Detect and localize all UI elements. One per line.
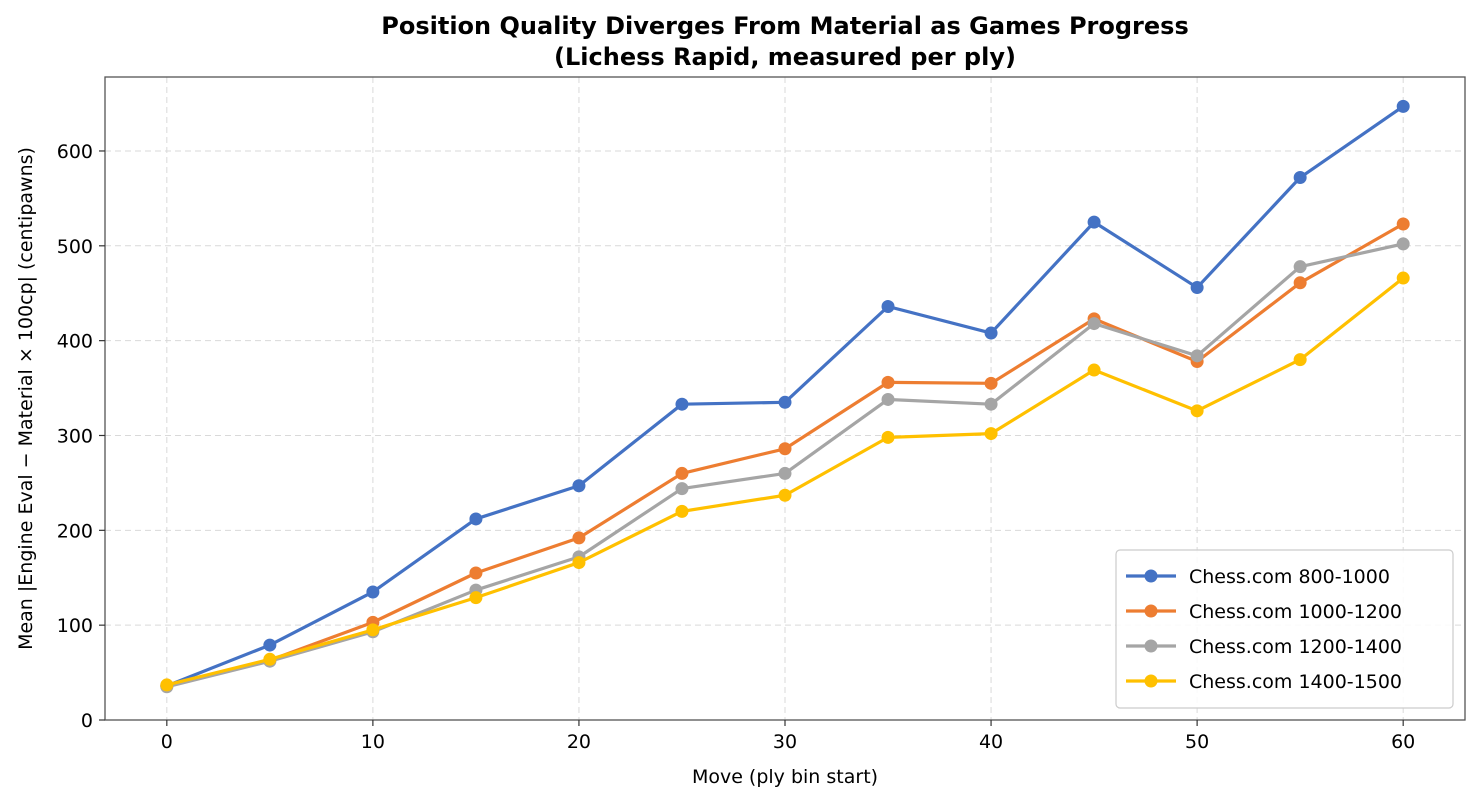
- data-point: [881, 375, 895, 389]
- series-4: [160, 271, 1410, 692]
- data-point: [984, 427, 998, 441]
- data-point: [469, 566, 483, 580]
- data-point: [675, 466, 689, 480]
- y-tick-label: 200: [57, 520, 93, 542]
- legend-label: Chess.com 1200-1400: [1189, 636, 1402, 658]
- y-tick-label: 600: [57, 141, 93, 163]
- data-point: [1396, 237, 1410, 251]
- data-point: [263, 638, 277, 652]
- data-point: [778, 488, 792, 502]
- legend-marker: [1144, 639, 1158, 653]
- y-axis-ticks: 0 100 200 300 400 500 600: [57, 141, 105, 732]
- y-tick-label: 500: [57, 236, 93, 258]
- data-point: [1190, 281, 1204, 295]
- x-tick-label: 40: [979, 731, 1003, 753]
- data-point: [1190, 349, 1204, 363]
- legend-item: Chess.com 1200-1400: [1126, 636, 1402, 658]
- data-point: [778, 466, 792, 480]
- legend-item: Chess.com 1000-1200: [1126, 601, 1402, 623]
- data-point: [1190, 404, 1204, 418]
- y-tick-label: 100: [57, 615, 93, 637]
- legend-marker: [1144, 604, 1158, 618]
- y-tick-label: 300: [57, 425, 93, 447]
- series-1: [160, 99, 1410, 693]
- data-point: [984, 376, 998, 390]
- data-point: [1396, 99, 1410, 113]
- data-point: [675, 397, 689, 411]
- data-point: [469, 512, 483, 526]
- series-lines: [160, 99, 1410, 694]
- data-point: [572, 531, 586, 545]
- data-point: [366, 623, 380, 637]
- legend-item: Chess.com 1400-1500: [1126, 671, 1402, 693]
- x-tick-label: 60: [1391, 731, 1415, 753]
- legend-item: Chess.com 800-1000: [1126, 566, 1390, 588]
- data-point: [1087, 215, 1101, 229]
- data-point: [881, 392, 895, 406]
- legend: Chess.com 800-1000 Chess.com 1000-1200 Che…: [1115, 549, 1454, 709]
- data-point: [1293, 353, 1307, 367]
- data-point: [572, 556, 586, 570]
- legend-box: [1115, 549, 1454, 709]
- data-point: [675, 504, 689, 518]
- data-point: [675, 482, 689, 496]
- data-point: [1293, 276, 1307, 290]
- data-point: [778, 442, 792, 456]
- chart-title-line-1: Position Quality Diverges From Material …: [381, 12, 1188, 40]
- x-axis-label: Move (ply bin start): [692, 766, 878, 788]
- x-tick-label: 50: [1185, 731, 1209, 753]
- data-point: [984, 326, 998, 340]
- x-tick-label: 10: [361, 731, 385, 753]
- chart-title: Position Quality Diverges From Material …: [381, 12, 1188, 71]
- data-point: [1396, 271, 1410, 285]
- data-point: [572, 479, 586, 493]
- legend-label: Chess.com 1000-1200: [1189, 601, 1402, 623]
- data-point: [881, 430, 895, 444]
- chart-title-line-2: (Lichess Rapid, measured per ply): [554, 43, 1016, 71]
- y-axis-label: Mean |Engine Eval − Material × 100cp| (c…: [15, 147, 37, 650]
- legend-marker: [1144, 569, 1158, 583]
- data-point: [160, 678, 174, 692]
- data-point: [1293, 171, 1307, 185]
- legend-label: Chess.com 800-1000: [1189, 566, 1390, 588]
- data-point: [1293, 260, 1307, 274]
- legend-label: Chess.com 1400-1500: [1189, 671, 1402, 693]
- y-tick-label: 0: [81, 710, 93, 732]
- data-point: [263, 652, 277, 666]
- data-point: [1087, 317, 1101, 331]
- data-point: [1087, 363, 1101, 377]
- data-point: [1396, 217, 1410, 231]
- data-point: [778, 395, 792, 409]
- data-point: [881, 300, 895, 314]
- x-tick-label: 20: [567, 731, 591, 753]
- data-point: [366, 585, 380, 599]
- legend-marker: [1144, 674, 1158, 688]
- x-tick-label: 30: [773, 731, 797, 753]
- x-axis-ticks: 0 10 20 30 40 50 60: [161, 720, 1415, 753]
- x-tick-label: 0: [161, 731, 173, 753]
- y-tick-label: 400: [57, 331, 93, 353]
- data-point: [469, 591, 483, 605]
- data-point: [984, 397, 998, 411]
